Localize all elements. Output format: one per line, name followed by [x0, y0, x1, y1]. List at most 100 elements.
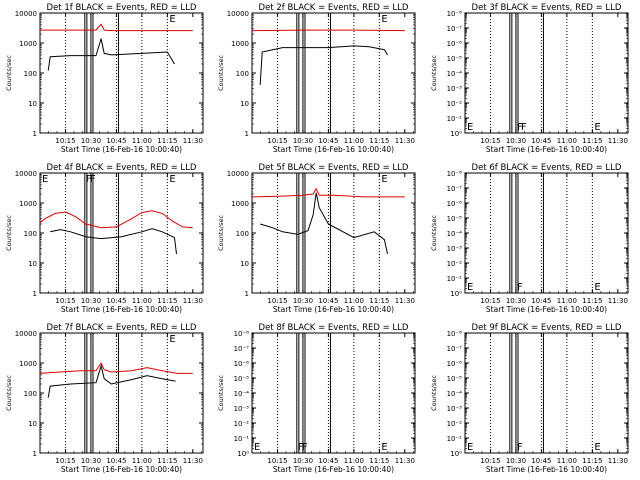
- chart-panel-1: Det 1f BLACK = Events, RED = LLD 1 10 100 10…: [5, 3, 204, 154]
- marker-f: F: [90, 174, 96, 185]
- plot-frame: [251, 332, 416, 454]
- x-tick-label: 10:45: [106, 137, 126, 145]
- y-tick-label: 10⁻⁵: [447, 55, 463, 63]
- y-tick-label: 10⁻²: [447, 100, 463, 108]
- x-tick-label: 11:15: [582, 457, 602, 465]
- marker-f: F: [517, 122, 523, 133]
- marker-f: F: [298, 442, 304, 453]
- y-tick-label: 10⁻⁵: [234, 375, 250, 383]
- x-tick-label: 10:45: [318, 137, 338, 145]
- marker-e: E: [381, 14, 387, 25]
- events-series-line: [260, 192, 388, 255]
- marker-e: E: [169, 174, 175, 185]
- plot-frame: [39, 172, 204, 294]
- y-tick-label: 100: [236, 70, 249, 78]
- marker-e: E: [169, 14, 175, 25]
- y-tick-label: 1: [33, 130, 37, 138]
- x-tick-label: 11:30: [608, 457, 628, 465]
- x-axis-label: Start Time (16-Feb-16 10:00:40): [486, 465, 607, 474]
- x-tick-label: 10:15: [267, 297, 287, 305]
- x-tick-label: 11:30: [608, 137, 628, 145]
- lld-series-line: [39, 210, 193, 229]
- marker-f: F: [521, 122, 527, 133]
- x-tick-label: 10:30: [293, 297, 313, 305]
- y-tick-label: 1000: [231, 40, 249, 48]
- x-tick-label: 10:15: [480, 297, 500, 305]
- y-tick-label: 10⁻⁵: [447, 215, 463, 223]
- x-tick-label: 10:15: [267, 457, 287, 465]
- x-tick-label: 11:30: [183, 137, 203, 145]
- x-tick-label: 11:00: [132, 457, 152, 465]
- x-tick-label: 10:45: [318, 457, 338, 465]
- plot-frame: [251, 12, 416, 134]
- marker-e: E: [467, 442, 473, 453]
- events-series-line: [47, 38, 175, 71]
- marker-e: E: [169, 334, 175, 345]
- y-tick-label: 10⁰: [450, 290, 462, 298]
- y-tick-label: 10⁻⁵: [447, 375, 463, 383]
- x-tick-label: 10:15: [55, 297, 75, 305]
- panel-title: Det 5f BLACK = Events, RED = LLD: [259, 163, 409, 173]
- y-axis-label: Counts/sec: [5, 375, 13, 411]
- x-tick-label: 11:15: [582, 297, 602, 305]
- x-tick-label: 11:30: [395, 457, 415, 465]
- x-tick-label: 11:30: [183, 297, 203, 305]
- x-tick-label: 11:00: [344, 457, 364, 465]
- y-tick-label: 10⁻²: [234, 420, 250, 428]
- y-tick-label: 1: [245, 130, 249, 138]
- y-tick-label: 10⁻⁷: [447, 345, 463, 353]
- x-tick-label: 10:45: [106, 457, 126, 465]
- marker-f: F: [517, 282, 523, 293]
- x-tick-label: 11:15: [369, 137, 389, 145]
- lld-series-line: [251, 29, 405, 32]
- x-tick-label: 10:30: [81, 137, 101, 145]
- y-tick-label: 1: [245, 290, 249, 298]
- y-tick-label: 10⁻⁶: [447, 360, 463, 368]
- x-tick-label: 10:30: [293, 137, 313, 145]
- y-axis-label: Counts/sec: [217, 215, 225, 251]
- chart-panel-8: Det 8f BLACK = Events, RED = LLD 10⁰ 10⁻¹ 1…: [217, 323, 416, 474]
- y-tick-label: 1: [33, 290, 37, 298]
- lld-series-line: [39, 361, 193, 374]
- x-tick-label: 10:30: [81, 457, 101, 465]
- x-tick-label: 11:30: [395, 137, 415, 145]
- y-tick-label: 10: [240, 260, 249, 268]
- y-tick-label: 10⁰: [450, 450, 462, 458]
- x-tick-label: 10:45: [106, 297, 126, 305]
- x-tick-label: 11:15: [582, 137, 602, 145]
- events-series-line: [47, 363, 176, 398]
- x-tick-label: 11:15: [369, 457, 389, 465]
- panel-title: Det 6f BLACK = Events, RED = LLD: [472, 163, 622, 173]
- x-axis-label: Start Time (16-Feb-16 10:00:40): [486, 145, 607, 154]
- marker-e: E: [467, 122, 473, 133]
- panel-title: Det 1f BLACK = Events, RED = LLD: [47, 3, 197, 13]
- y-tick-label: 1000: [19, 360, 37, 368]
- y-tick-label: 10: [28, 420, 37, 428]
- y-tick-label: 10⁻¹: [234, 435, 250, 443]
- y-tick-label: 10⁻⁷: [447, 185, 463, 193]
- plot-frame: [251, 172, 416, 294]
- y-tick-label: 10⁻⁴: [234, 390, 250, 398]
- marker-e: E: [594, 442, 600, 453]
- marker-e: E: [42, 174, 48, 185]
- lld-series-line: [40, 23, 193, 32]
- y-tick-label: 10000: [227, 170, 249, 178]
- y-tick-label: 10⁻⁸: [447, 170, 463, 178]
- y-tick-label: 100: [24, 70, 37, 78]
- y-axis-label: Counts/sec: [430, 55, 438, 91]
- panel-title: Det 9f BLACK = Events, RED = LLD: [472, 323, 622, 333]
- x-tick-label: 10:30: [506, 137, 526, 145]
- x-tick-label: 11:15: [369, 297, 389, 305]
- x-tick-label: 10:30: [81, 297, 101, 305]
- y-tick-label: 1000: [19, 40, 37, 48]
- y-tick-label: 10⁰: [237, 450, 249, 458]
- y-tick-label: 10⁻⁴: [447, 390, 463, 398]
- chart-panel-7: Det 7f BLACK = Events, RED = LLD 1 10 100 10…: [5, 323, 204, 474]
- y-tick-label: 10: [28, 260, 37, 268]
- y-tick-label: 10⁻⁴: [447, 230, 463, 238]
- x-tick-label: 11:00: [132, 137, 152, 145]
- x-axis-label: Start Time (16-Feb-16 10:00:40): [61, 145, 182, 154]
- x-tick-label: 11:00: [557, 137, 577, 145]
- x-tick-label: 11:15: [157, 457, 177, 465]
